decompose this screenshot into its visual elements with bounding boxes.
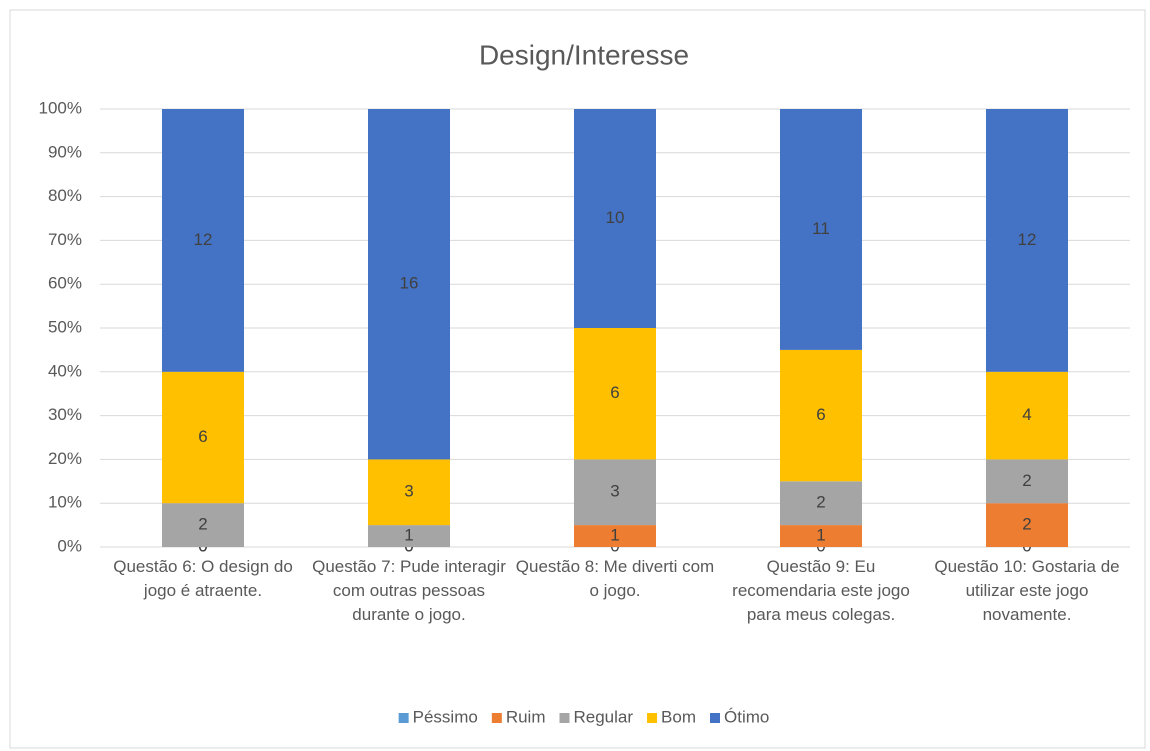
bar-segment (780, 481, 862, 526)
y-tick-label: 40% (48, 361, 82, 380)
bar-segment (574, 525, 656, 547)
data-label: 2 (198, 515, 207, 534)
bar-segment (986, 459, 1068, 504)
bar-segment (162, 503, 244, 547)
legend-swatch (647, 713, 658, 723)
legend-swatch (710, 713, 721, 723)
data-label: 12 (194, 230, 213, 249)
bar-segment (574, 459, 656, 526)
data-label: 10 (606, 208, 625, 227)
chart-border (9, 9, 1146, 749)
data-label: 16 (400, 274, 419, 293)
legend-swatch (398, 713, 409, 723)
data-label: 12 (1018, 230, 1037, 249)
data-label: 2 (816, 493, 825, 512)
bar-segment (368, 525, 450, 547)
y-tick-label: 70% (48, 230, 82, 249)
bar-segment (368, 109, 450, 460)
y-tick-label: 90% (48, 142, 82, 161)
data-label: 2 (1022, 471, 1031, 490)
bar-segment (780, 349, 862, 482)
data-label: 3 (610, 482, 619, 501)
y-tick-label: 20% (48, 449, 82, 468)
data-label: 2 (1022, 515, 1031, 534)
legend-label: Regular (574, 707, 634, 726)
legend-swatch (491, 713, 502, 723)
x-tick-label: Questão 10: Gostaria de utilizar este jo… (934, 557, 1120, 624)
data-label: 3 (404, 482, 413, 501)
legend-label: Bom (661, 707, 696, 726)
y-tick-label: 50% (48, 317, 82, 336)
bar-segment (780, 525, 862, 547)
bar-segment (368, 459, 450, 526)
data-label: 1 (816, 526, 825, 545)
legend-label: Péssimo (413, 707, 478, 726)
bar-segment (162, 109, 244, 372)
y-tick-label: 30% (48, 405, 82, 424)
legend-label: Ótimo (724, 707, 769, 726)
bar-segment (986, 371, 1068, 460)
bar-segment (574, 328, 656, 460)
y-tick-label: 100% (39, 98, 82, 117)
x-tick-label: Questão 9: Eu recomendaria este jogo par… (732, 557, 910, 624)
chart-title: Design/Interesse (479, 39, 689, 70)
data-label: 6 (198, 427, 207, 446)
x-tick-label: Questão 8: Me diverti com o jogo. (515, 557, 715, 600)
bar-segment (986, 109, 1068, 372)
y-tick-label: 80% (48, 186, 82, 205)
bar-segment (986, 503, 1068, 547)
y-tick-label: 0% (57, 536, 82, 555)
x-tick-label: Questão 6: O design do jogo é atraente. (113, 557, 293, 600)
y-tick-label: 10% (48, 493, 82, 512)
bar-segment (574, 109, 656, 328)
data-label: 11 (812, 219, 830, 238)
legend-swatch (559, 713, 570, 723)
legend-label: Ruim (506, 707, 546, 726)
data-label: 6 (816, 405, 825, 424)
bar-segment (162, 371, 244, 504)
y-tick-label: 60% (48, 274, 82, 293)
data-label: 4 (1022, 405, 1031, 424)
x-tick-label: Questão 7: Pude interagir com outras pes… (312, 557, 506, 624)
data-label: 6 (610, 383, 619, 402)
data-label: 1 (404, 526, 413, 545)
bar-segment (780, 109, 862, 350)
data-label: 1 (610, 526, 619, 545)
